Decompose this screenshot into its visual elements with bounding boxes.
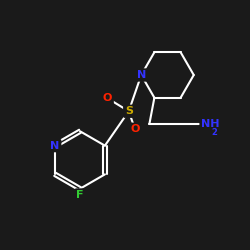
Text: S: S [125, 106, 133, 116]
Text: N: N [136, 70, 146, 80]
Text: NH: NH [200, 119, 219, 129]
Text: F: F [76, 190, 84, 200]
Text: 2: 2 [212, 128, 218, 138]
Text: O: O [130, 124, 140, 134]
Text: N: N [50, 140, 60, 150]
Text: O: O [103, 93, 112, 103]
